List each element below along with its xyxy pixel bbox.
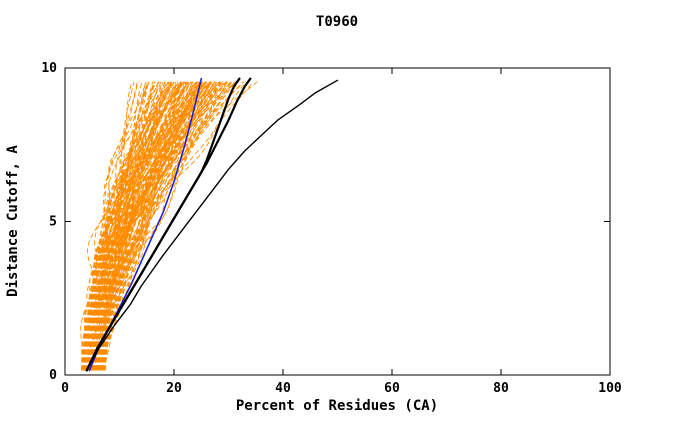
orange-model-curve — [88, 81, 237, 371]
chart-title: T0960 — [316, 14, 358, 30]
orange-model-curve — [98, 81, 169, 371]
orange-model-curve — [83, 81, 160, 371]
orange-model-curve — [94, 81, 225, 371]
orange-model-curve — [104, 81, 211, 371]
orange-model-curve — [89, 81, 221, 371]
x-tick-label: 40 — [275, 381, 291, 396]
axes-group: 0 20 40 60 80 100 0 5 10 — [41, 61, 622, 396]
orange-model-curve — [91, 81, 202, 371]
y-axis-label: Distance Cutoff, A — [5, 145, 21, 297]
x-tick-label: 0 — [61, 381, 69, 396]
black-curve-far-right — [86, 79, 339, 372]
orange-model-curve — [90, 81, 189, 371]
axis-box — [64, 67, 611, 376]
orange-model-curve — [104, 81, 212, 371]
orange-model-curve — [98, 81, 216, 371]
y-tick-label: 0 — [49, 368, 57, 383]
orange-model-curve — [95, 81, 181, 371]
orange-model-curve — [87, 81, 186, 371]
y-tick-label: 10 — [41, 61, 57, 76]
curves-group — [80, 77, 339, 372]
orange-model-curve — [82, 81, 207, 371]
x-tick-label: 60 — [384, 381, 400, 396]
x-tick-label: 100 — [598, 381, 622, 396]
x-tick-label: 20 — [166, 381, 182, 396]
y-tick-label: 5 — [49, 215, 57, 230]
x-axis-label: Percent of Residues (CA) — [236, 398, 438, 414]
black-curve-thick-b — [85, 77, 252, 372]
orange-model-curve — [80, 81, 148, 371]
x-tick-label: 80 — [493, 381, 509, 396]
orange-model-curve — [104, 81, 203, 371]
orange-model-curve — [100, 81, 198, 371]
orange-model-curve — [98, 81, 205, 371]
orange-model-curve — [95, 81, 186, 371]
orange-model-curve — [83, 81, 198, 371]
orange-model-curve — [94, 81, 170, 371]
orange-model-curve — [95, 81, 231, 371]
orange-model-curve — [87, 81, 180, 371]
